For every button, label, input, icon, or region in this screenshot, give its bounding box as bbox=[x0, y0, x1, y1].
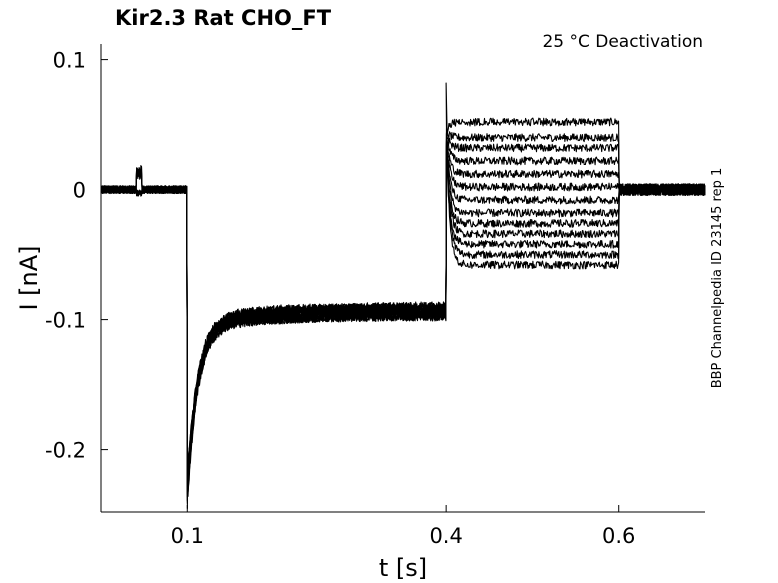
y-tick-label: -0.1 bbox=[45, 309, 86, 333]
x-tick-label: 0.4 bbox=[429, 524, 462, 548]
chart-annotation: 25 °C Deactivation bbox=[542, 32, 703, 52]
chart-title: Kir2.3 Rat CHO_FT bbox=[115, 6, 332, 30]
x-tick-label: 0.6 bbox=[602, 524, 635, 548]
y-tick-label: 0 bbox=[73, 179, 86, 203]
y-tick-label: -0.2 bbox=[45, 439, 86, 463]
current-trace bbox=[100, 143, 706, 484]
y-tick-label: 0.1 bbox=[53, 49, 86, 73]
current-trace bbox=[100, 144, 706, 488]
plot-axes bbox=[100, 44, 705, 513]
side-label: BBP Channelpedia ID 23145 rep 1 bbox=[710, 168, 725, 389]
y-axis-label: I [nA] bbox=[15, 245, 43, 310]
axis-ticks: 0.1 0.4 0.6 0.1 0 -0.1 -0.2 bbox=[45, 49, 635, 548]
current-trace bbox=[100, 141, 706, 509]
current-traces bbox=[100, 82, 706, 509]
x-axis-label: t [s] bbox=[379, 554, 427, 582]
x-tick-label: 0.1 bbox=[171, 524, 204, 548]
